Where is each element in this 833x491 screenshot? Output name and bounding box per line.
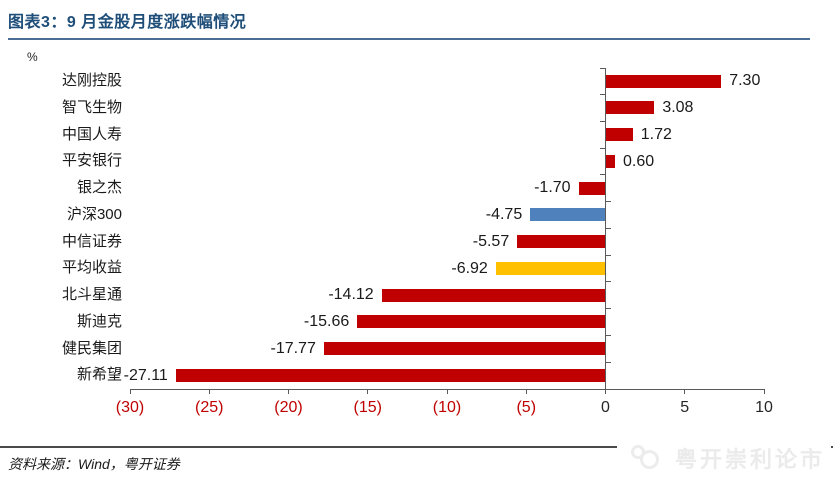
x-axis-labels: (30) (25) (20) (15) (10) (5) 0 5 10	[116, 399, 773, 419]
bar-row: -5.57	[130, 229, 764, 256]
bar-row: -15.66	[130, 309, 764, 336]
x-tick-label: (15)	[353, 399, 382, 416]
x-tick-label: (10)	[432, 399, 462, 416]
bar	[175, 368, 606, 382]
x-axis-tick	[129, 389, 131, 394]
bar-value-label: 7.30	[729, 72, 761, 90]
bar	[381, 288, 606, 302]
x-axis-tick	[684, 389, 686, 394]
bar-value-label: -6.92	[451, 259, 488, 277]
category-axis: 达刚控股智飞生物中国人寿平安银行银之杰沪深300 中信证券平均收益北斗星通斯迪克健…	[0, 68, 122, 389]
bar-row: -27.11	[124, 362, 764, 389]
source-note: 资料来源：Wind，粤开证券	[8, 456, 180, 472]
watermark-text: 粤开崇利论市	[674, 447, 825, 472]
title-underline	[8, 38, 810, 40]
x-tick-label: (30)	[115, 399, 145, 416]
x-tick-label: 5	[680, 399, 690, 416]
x-axis-tick	[288, 389, 289, 394]
axis-unit-label: %	[27, 50, 38, 64]
bar-row: -1.70	[130, 175, 764, 202]
bar	[495, 261, 606, 275]
x-axis-tick	[446, 389, 448, 394]
bar-value-label: 0.60	[623, 152, 655, 170]
bar	[605, 128, 633, 141]
zero-axis-tick	[606, 254, 611, 256]
zero-axis-tick	[606, 361, 611, 363]
bar-value-label: -5.57	[472, 232, 510, 250]
zero-axis-tick	[606, 388, 611, 390]
bar-row: -14.12	[130, 282, 764, 309]
x-tick-label: (20)	[274, 399, 303, 416]
bar	[530, 208, 606, 222]
bar-row: 1.72	[130, 122, 764, 149]
bar	[357, 315, 606, 329]
bar	[517, 235, 606, 248]
category-label: 北斗星通	[61, 286, 122, 303]
bar-value-label: -14.12	[328, 286, 374, 304]
bar-row: 3.08	[130, 95, 764, 122]
category-label: 中国人寿	[61, 125, 122, 143]
bar	[605, 154, 615, 168]
category-label: 新希望	[76, 366, 122, 384]
bar-value-label: -27.11	[123, 366, 168, 384]
bar	[605, 74, 722, 88]
bar-value-label: -4.75	[485, 206, 523, 224]
zero-axis-tick	[606, 308, 611, 310]
bar-row: -17.77	[130, 336, 764, 363]
category-label: 平均收益	[61, 259, 122, 277]
zero-axis-tick	[606, 201, 611, 203]
bar-row: 0.60	[130, 148, 764, 175]
bar-row: -4.75	[130, 202, 764, 229]
bar-value-label: -15.66	[303, 313, 350, 331]
category-label: 达刚控股	[61, 72, 122, 89]
zero-axis-tick	[606, 335, 611, 336]
zero-axis-tick	[600, 94, 605, 96]
category-label: 智飞生物	[61, 98, 122, 116]
zero-axis-line	[605, 68, 606, 389]
plot-area: 7.30 3.08 1.72 0.60 -1.70 -4.75 -5.57 -6.92 -14.…	[124, 67, 765, 394]
x-tick-label: 0	[601, 399, 610, 416]
category-label: 健民集团	[61, 339, 122, 357]
figure-title: 图表3：9 月金股月度涨跌幅情况	[8, 14, 247, 31]
x-tick-label: (25)	[195, 399, 224, 416]
category-label: 斯迪克	[76, 312, 122, 330]
x-axis-tick	[208, 389, 210, 394]
watermark: 粤开崇利论市	[616, 431, 831, 485]
watermark-logo-icon	[630, 443, 665, 473]
zero-axis-tick	[600, 147, 605, 149]
x-tick-label: 10	[755, 399, 773, 416]
zero-axis-tick	[606, 228, 611, 229]
x-axis-tick	[605, 389, 606, 394]
bar-row: -6.92	[130, 255, 764, 282]
zero-axis-tick	[600, 120, 605, 122]
bar-value-label: 3.08	[662, 99, 694, 117]
x-axis-tick	[367, 389, 369, 394]
category-label: 中信证券	[61, 232, 122, 250]
zero-axis-tick	[600, 67, 605, 69]
x-axis-tick	[525, 389, 527, 394]
bar	[578, 181, 606, 195]
bar	[605, 101, 655, 115]
bar-value-label: 1.72	[640, 125, 672, 143]
bar-row: 7.30	[130, 68, 764, 95]
category-label: 沪深300	[66, 205, 122, 223]
category-label: 银之杰	[76, 179, 122, 196]
x-tick-label: (5)	[516, 399, 537, 416]
bar	[323, 342, 606, 355]
category-label: 平安银行	[61, 152, 122, 170]
bar-value-label: -1.70	[534, 179, 571, 197]
x-axis-tick	[763, 389, 765, 394]
zero-axis-tick	[606, 281, 611, 283]
zero-axis-tick	[600, 174, 605, 176]
bar-value-label: -17.77	[270, 339, 316, 357]
footer-separator	[0, 446, 833, 448]
